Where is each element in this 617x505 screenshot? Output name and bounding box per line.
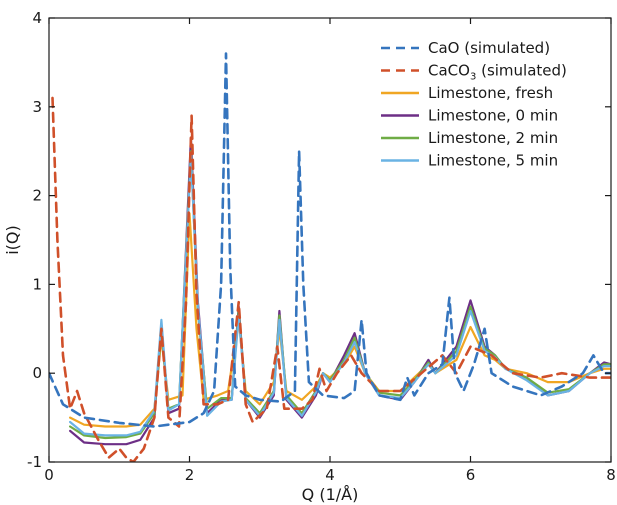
y-tick-label: 2 — [32, 187, 42, 205]
legend-label-5: Limestone, 5 min — [428, 152, 558, 170]
x-tick-label: 4 — [325, 466, 335, 484]
legend-label-1: CaCO3 (simulated) — [428, 62, 567, 83]
x-tick-label: 6 — [466, 466, 476, 484]
series-layer — [49, 52, 611, 462]
x-tick-label: 0 — [44, 466, 54, 484]
legend-label-main: Limestone, fresh — [428, 84, 553, 102]
y-tick-label: 1 — [32, 275, 42, 293]
legend-label-main: Limestone, 2 min — [428, 129, 558, 147]
y-axis-label: i(Q) — [3, 225, 22, 255]
x-tick-label: 8 — [606, 466, 616, 484]
y-tick-label: 3 — [32, 98, 42, 116]
series-line-0 — [49, 52, 611, 428]
y-tick-label: 4 — [32, 9, 42, 27]
legend-label-3: Limestone, 0 min — [428, 107, 558, 125]
legend-label-rest: (simulated) — [476, 62, 567, 80]
series-line-4 — [69, 150, 611, 440]
legend-label-2: Limestone, fresh — [428, 84, 553, 102]
x-axis-label: Q (1/Å) — [302, 485, 359, 504]
legend-label-main: CaO — [428, 39, 459, 57]
legend-label-0: CaO (simulated) — [428, 39, 550, 57]
series-line-3 — [69, 136, 611, 446]
series-line-1 — [51, 96, 611, 462]
series-line-5 — [69, 154, 611, 437]
series-line-2 — [69, 212, 611, 428]
legend-label-4: Limestone, 2 min — [428, 129, 558, 147]
legend-label-subscript: 3 — [470, 72, 476, 83]
legend-label-rest: (simulated) — [459, 39, 550, 57]
y-tick-label: -1 — [27, 453, 42, 471]
legend-label-main: CaCO — [428, 62, 470, 80]
y-tick-label: 0 — [32, 364, 42, 382]
legend-label-main: Limestone, 0 min — [428, 107, 558, 125]
x-tick-label: 2 — [185, 466, 195, 484]
legend: CaO (simulated)CaCO3 (simulated)Limeston… — [381, 39, 567, 170]
legend-label-main: Limestone, 5 min — [428, 152, 558, 170]
